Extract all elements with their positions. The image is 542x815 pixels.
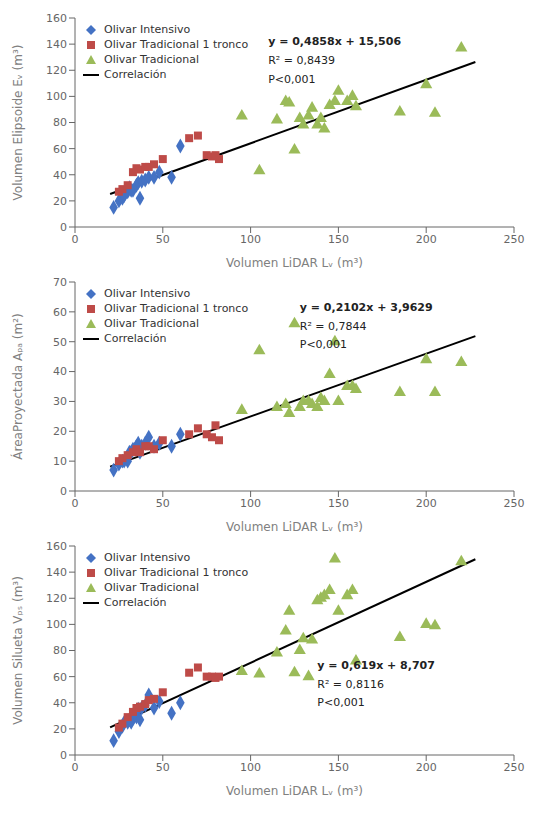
svg-text:60: 60: [53, 306, 67, 319]
svg-text:50: 50: [53, 336, 67, 349]
svg-text:0: 0: [60, 485, 67, 498]
html-text:Olivar Tradicional: Olivar Tradicional: [104, 53, 199, 66]
svg-text:0: 0: [72, 497, 79, 510]
svg-text:200: 200: [416, 761, 437, 774]
svg-text:150: 150: [328, 761, 349, 774]
svg-text:150: 150: [328, 233, 349, 246]
svg-text:100: 100: [46, 618, 67, 631]
html-text:Olivar Intensivo: Olivar Intensivo: [104, 23, 191, 36]
svg-text:0: 0: [72, 233, 79, 246]
svg-text:20: 20: [53, 425, 67, 438]
svg-text:Volumen Elipsoide Eᵥ (m³): Volumen Elipsoide Eᵥ (m³): [11, 45, 25, 201]
svg-text:60: 60: [53, 671, 67, 684]
svg-text:80: 80: [53, 644, 67, 657]
svg-text:20: 20: [53, 195, 67, 208]
svg-text:250: 250: [504, 233, 525, 246]
svg-text:50: 50: [156, 497, 170, 510]
svg-text:70: 70: [53, 276, 67, 289]
svg-text:R² = 0,8116: R² = 0,8116: [317, 678, 384, 691]
svg-text:50: 50: [156, 233, 170, 246]
svg-text:P<0,001: P<0,001: [268, 73, 315, 86]
html-text:Olivar Tradicional 1 tronco: Olivar Tradicional 1 tronco: [104, 302, 249, 315]
svg-text:120: 120: [46, 64, 67, 77]
svg-text:100: 100: [240, 761, 261, 774]
svg-text:ÁreaProyectada Aₚₐ (m²): ÁreaProyectada Aₚₐ (m²): [10, 313, 25, 459]
svg-text:140: 140: [46, 566, 67, 579]
svg-text:R² = 0,7844: R² = 0,7844: [300, 320, 367, 333]
html-text:Correlación: Correlación: [104, 596, 167, 609]
svg-text:140: 140: [46, 38, 67, 51]
svg-text:20: 20: [53, 723, 67, 736]
svg-text:Volumen LiDAR Lᵥ (m³): Volumen LiDAR Lᵥ (m³): [226, 520, 363, 534]
svg-text:Volumen LiDAR Lᵥ (m³): Volumen LiDAR Lᵥ (m³): [226, 784, 363, 798]
svg-text:250: 250: [504, 761, 525, 774]
html-text:Olivar Tradicional: Olivar Tradicional: [104, 317, 199, 330]
svg-text:0: 0: [72, 761, 79, 774]
svg-text:160: 160: [46, 12, 67, 25]
html-text:Olivar Intensivo: Olivar Intensivo: [104, 551, 191, 564]
svg-text:40: 40: [53, 169, 67, 182]
svg-text:0: 0: [60, 221, 67, 234]
svg-text:80: 80: [53, 116, 67, 129]
svg-text:R² = 0,8439: R² = 0,8439: [268, 54, 335, 67]
svg-text:150: 150: [328, 497, 349, 510]
svg-text:60: 60: [53, 143, 67, 156]
svg-text:y = 0,2102x + 3,9629: y = 0,2102x + 3,9629: [300, 301, 433, 314]
svg-text:40: 40: [53, 697, 67, 710]
svg-text:Volumen LiDAR Lᵥ (m³): Volumen LiDAR Lᵥ (m³): [226, 256, 363, 270]
svg-text:P<0,001: P<0,001: [300, 338, 347, 351]
svg-text:250: 250: [504, 497, 525, 510]
svg-text:y = 0,619x + 8,707: y = 0,619x + 8,707: [317, 659, 435, 672]
html-text:Correlación: Correlación: [104, 332, 167, 345]
svg-text:160: 160: [46, 540, 67, 553]
svg-text:40: 40: [53, 365, 67, 378]
svg-text:100: 100: [240, 497, 261, 510]
svg-text:y = 0,4858x + 15,506: y = 0,4858x + 15,506: [268, 35, 401, 48]
svg-text:200: 200: [416, 233, 437, 246]
svg-text:120: 120: [46, 592, 67, 605]
svg-text:P<0,001: P<0,001: [317, 696, 364, 709]
svg-text:Volumen Silueta Vₚₛ (m³): Volumen Silueta Vₚₛ (m³): [11, 576, 25, 725]
svg-text:30: 30: [53, 395, 67, 408]
svg-text:10: 10: [53, 455, 67, 468]
svg-text:0: 0: [60, 749, 67, 762]
html-text:Olivar Tradicional 1 tronco: Olivar Tradicional 1 tronco: [104, 38, 249, 51]
html-text:Olivar Tradicional 1 tronco: Olivar Tradicional 1 tronco: [104, 566, 249, 579]
html-text:Correlación: Correlación: [104, 68, 167, 81]
svg-text:200: 200: [416, 497, 437, 510]
svg-text:100: 100: [46, 90, 67, 103]
html-text:Olivar Tradicional: Olivar Tradicional: [104, 581, 199, 594]
svg-text:100: 100: [240, 233, 261, 246]
html-text:Olivar Intensivo: Olivar Intensivo: [104, 287, 191, 300]
svg-text:50: 50: [156, 761, 170, 774]
